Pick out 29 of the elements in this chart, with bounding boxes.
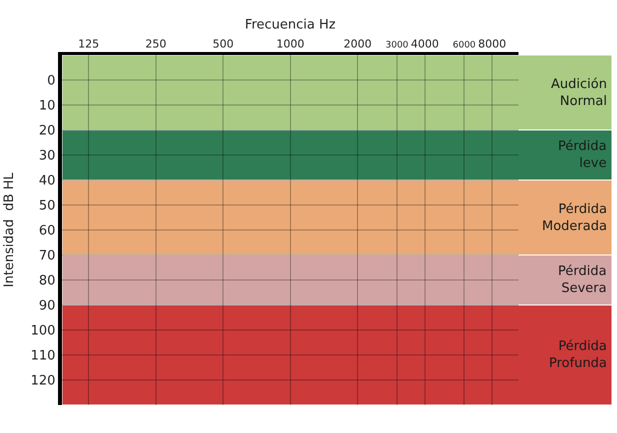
- y-tick-label: 110: [30, 348, 56, 364]
- x-tick-label: 3000: [386, 40, 409, 51]
- y-tick-label: 10: [38, 98, 56, 114]
- x-tick-label: 500: [212, 38, 234, 51]
- y-tick-label: 30: [38, 148, 56, 164]
- y-axis-title: Intensidad dB HL: [2, 172, 18, 288]
- x-axis-title: Frecuencia Hz: [244, 18, 336, 33]
- y-tick-label: 90: [38, 298, 56, 314]
- band-label: Pérdida Moderada: [542, 202, 607, 234]
- band-label: Pérdida Profunda: [549, 339, 607, 371]
- y-tick-label: 120: [30, 374, 56, 389]
- y-tick-label: 70: [38, 248, 56, 264]
- x-tick-label: 125: [78, 38, 100, 51]
- x-tick-label: 6000: [452, 40, 476, 51]
- band-label: Audición Normal: [551, 77, 607, 109]
- x-tick-label: 1000: [276, 38, 304, 51]
- y-tick-label: 100: [30, 324, 56, 339]
- y-tick-label: 40: [38, 174, 56, 189]
- x-tick-label: 8000: [478, 38, 506, 51]
- y-tick-label: 80: [38, 274, 56, 289]
- band-label: Pérdida leve: [558, 139, 607, 171]
- y-tick-label: 0: [47, 74, 56, 89]
- x-tick-label: 2000: [344, 38, 372, 51]
- y-tick-label: 60: [38, 224, 56, 239]
- y-tick-label: 50: [38, 198, 56, 214]
- x-tick-label: 250: [145, 38, 166, 51]
- y-tick-label: 20: [38, 124, 56, 139]
- x-tick-label: 4000: [410, 38, 439, 51]
- band-label: Pérdida Severa: [558, 264, 607, 296]
